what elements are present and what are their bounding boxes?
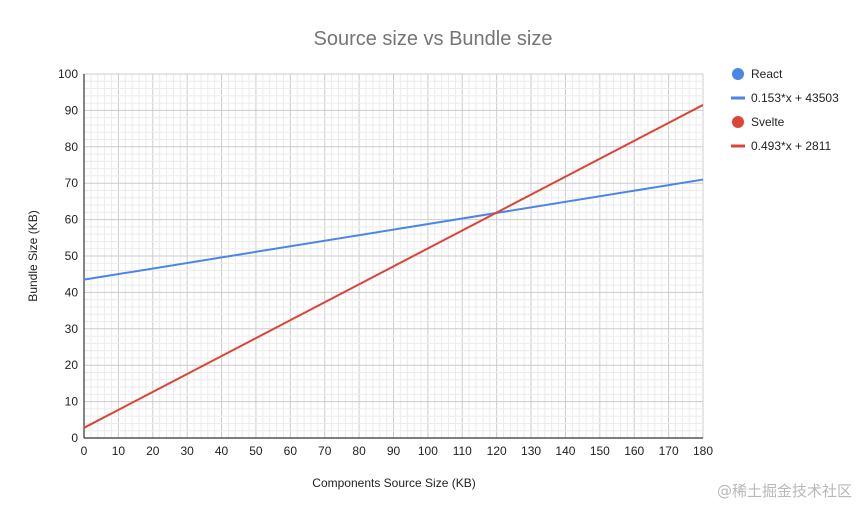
y-tick-label: 20 bbox=[65, 358, 79, 372]
x-tick-label: 10 bbox=[112, 444, 126, 458]
axes bbox=[83, 74, 703, 439]
x-tick-label: 180 bbox=[693, 444, 713, 458]
y-tick-label: 70 bbox=[65, 176, 79, 190]
legend-label-svelte: Svelte bbox=[751, 115, 785, 129]
x-tick-label: 170 bbox=[659, 444, 679, 458]
y-tick-label: 40 bbox=[65, 285, 79, 299]
watermark: @稀土掘金技术社区 bbox=[717, 482, 852, 500]
x-tick-label: 40 bbox=[215, 444, 229, 458]
legend: React 0.153*x + 43503 Svelte 0.493*x + 2811 bbox=[731, 67, 839, 153]
y-axis-title: Bundle Size (KB) bbox=[26, 210, 40, 301]
x-tick-label: 80 bbox=[352, 444, 366, 458]
legend-marker-react bbox=[732, 68, 744, 80]
x-tick-label: 20 bbox=[146, 444, 160, 458]
y-tick-label: 100 bbox=[58, 67, 78, 81]
series-line-svelte bbox=[83, 104, 704, 429]
x-tick-label: 140 bbox=[555, 444, 575, 458]
x-tick-label: 70 bbox=[318, 444, 332, 458]
y-tick-labels: 0 10 20 30 40 50 60 70 80 90 100 bbox=[58, 67, 78, 445]
x-tick-label: 30 bbox=[180, 444, 194, 458]
x-tick-label: 0 bbox=[81, 444, 88, 458]
y-tick-label: 60 bbox=[65, 213, 79, 227]
y-tick-label: 10 bbox=[65, 395, 79, 409]
series-lines bbox=[83, 104, 704, 429]
y-tick-label: 30 bbox=[65, 322, 79, 336]
x-tick-label: 160 bbox=[624, 444, 644, 458]
legend-label-react: React bbox=[751, 67, 783, 81]
chart-title: Source size vs Bundle size bbox=[313, 28, 552, 50]
x-tick-labels: 0 10 20 30 40 50 60 70 80 90 100 110 120 130 140 150 160… bbox=[81, 444, 714, 458]
series-line-react bbox=[83, 178, 704, 281]
y-tick-label: 50 bbox=[65, 249, 79, 263]
legend-line-svelte-trendline bbox=[731, 144, 745, 148]
y-tick-label: 80 bbox=[65, 140, 79, 154]
legend-label-svelte-trendline: 0.493*x + 2811 bbox=[751, 139, 832, 153]
x-tick-label: 90 bbox=[387, 444, 401, 458]
x-tick-label: 110 bbox=[453, 444, 472, 458]
x-tick-label: 100 bbox=[418, 444, 438, 458]
y-tick-label: 90 bbox=[65, 103, 79, 117]
legend-line-react-trendline bbox=[731, 96, 745, 100]
x-tick-label: 50 bbox=[249, 444, 263, 458]
legend-marker-svelte bbox=[732, 116, 744, 128]
x-axis-title: Components Source Size (KB) bbox=[312, 476, 475, 490]
gridlines bbox=[84, 73, 704, 438]
x-tick-label: 130 bbox=[521, 444, 541, 458]
y-tick-label: 0 bbox=[71, 431, 78, 445]
legend-label-react-trendline: 0.153*x + 43503 bbox=[751, 91, 839, 105]
x-tick-label: 120 bbox=[487, 444, 507, 458]
x-tick-label: 150 bbox=[590, 444, 610, 458]
x-tick-label: 60 bbox=[284, 444, 298, 458]
